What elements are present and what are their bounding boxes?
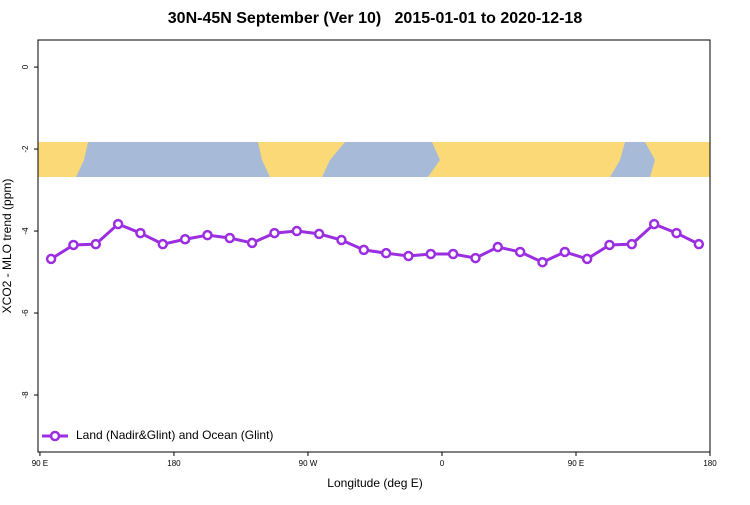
point bbox=[336, 234, 347, 246]
point bbox=[648, 218, 660, 230]
point bbox=[581, 253, 593, 265]
point bbox=[425, 248, 437, 260]
x-axis-label: Longitude (deg E) bbox=[327, 476, 422, 490]
point bbox=[291, 225, 303, 237]
land bbox=[38, 142, 88, 177]
y-tick-label: 0 bbox=[21, 64, 30, 69]
point bbox=[358, 244, 370, 256]
point bbox=[179, 233, 191, 245]
land bbox=[258, 142, 345, 177]
x-tick-label: 180 bbox=[703, 459, 717, 468]
chart-title: 30N-45N September (Ver 10) 2015-01-01 to… bbox=[168, 10, 583, 27]
point bbox=[626, 238, 638, 250]
point bbox=[90, 238, 102, 250]
point bbox=[112, 218, 124, 230]
point bbox=[202, 229, 213, 241]
land bbox=[645, 142, 710, 177]
point bbox=[514, 246, 526, 258]
point bbox=[693, 238, 705, 250]
x-tick-label: 180 bbox=[167, 459, 181, 468]
plot-frame bbox=[37, 39, 711, 453]
point bbox=[135, 227, 146, 239]
point bbox=[447, 248, 459, 260]
point bbox=[537, 256, 548, 268]
point bbox=[403, 250, 414, 262]
x-tick-label: 0 bbox=[440, 459, 445, 468]
point bbox=[224, 232, 236, 244]
y-tick-label: -6 bbox=[21, 309, 30, 317]
point bbox=[157, 238, 169, 250]
x-tick-label: 90 W bbox=[299, 459, 318, 468]
y-tick-label: -2 bbox=[21, 145, 30, 153]
legend-swatch bbox=[49, 430, 61, 442]
y-tick-label: -8 bbox=[21, 391, 30, 399]
point bbox=[470, 252, 481, 264]
line bbox=[50, 222, 700, 264]
point bbox=[604, 239, 615, 251]
point bbox=[68, 239, 79, 251]
point bbox=[313, 228, 325, 240]
land bbox=[428, 142, 625, 177]
point bbox=[492, 241, 504, 253]
x-tick-label: 90 E bbox=[568, 459, 584, 468]
y-tick-label: -4 bbox=[21, 227, 30, 235]
x-tick-label: 90 E bbox=[32, 459, 48, 468]
map-band bbox=[38, 142, 710, 177]
y-axis-label: XCO2 - MLO trend (ppm) bbox=[0, 179, 14, 314]
point bbox=[246, 237, 258, 249]
point bbox=[45, 253, 57, 265]
point bbox=[671, 227, 682, 239]
legend-label: Land (Nadir&Glint) and Ocean (Glint) bbox=[76, 428, 273, 442]
point bbox=[559, 246, 571, 258]
point bbox=[380, 247, 392, 259]
point bbox=[269, 227, 280, 239]
